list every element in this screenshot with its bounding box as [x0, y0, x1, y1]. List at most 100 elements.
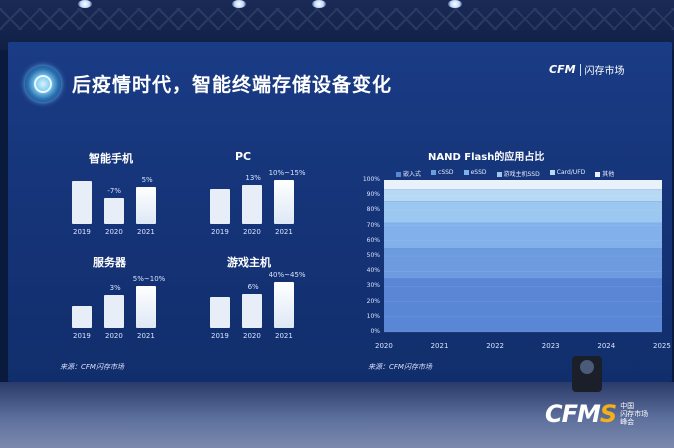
y-tick-label: 20% — [366, 297, 380, 305]
legend-swatch — [549, 170, 555, 175]
area-series — [384, 189, 662, 202]
area-series — [384, 278, 662, 332]
panel-bar — [136, 286, 156, 328]
bar-year-label: 2021 — [137, 332, 155, 340]
panel-bar — [210, 297, 230, 328]
area-series — [384, 248, 662, 279]
legend-swatch — [463, 170, 469, 175]
bar-value-label: 6% — [247, 283, 259, 291]
y-tick-label: 70% — [366, 221, 380, 229]
chart-title: NAND Flash的应用占比 — [428, 152, 545, 163]
stage-projector-icon — [572, 356, 602, 392]
panel-bar — [242, 294, 262, 328]
x-tick-label: 2020 — [375, 342, 393, 350]
legend-item: eSSD — [463, 169, 487, 178]
y-tick-label: 90% — [366, 191, 380, 199]
brand-header: CFM 闪存市场 — [549, 62, 625, 77]
legend-label: Card/UFD — [556, 169, 586, 176]
y-tick-label: 50% — [366, 252, 380, 259]
bar-year-label: 2019 — [73, 332, 91, 340]
x-tick-label: 2023 — [541, 342, 560, 350]
legend-label: 其他 — [602, 171, 615, 178]
panel-title: 游戏主机 — [227, 256, 271, 269]
brand-divider — [579, 63, 581, 76]
legend-item: 嵌入式 — [396, 169, 421, 178]
area-series — [384, 222, 662, 249]
panel-bar — [72, 181, 92, 224]
legend-item: cSSD — [431, 169, 454, 178]
legend-label: 游戏主机SSD — [503, 171, 540, 178]
panel-bar — [136, 187, 156, 224]
panel-bar — [104, 295, 124, 328]
footer-brand: CFMS 中国 闪存市场 峰会 — [545, 400, 648, 428]
bar-year-label: 2020 — [243, 332, 261, 340]
panel-title: 智能手机 — [89, 152, 133, 165]
stage-light — [78, 0, 92, 8]
title-bar: 后疫情时代，智能终端存储设备变化 — [8, 42, 672, 112]
panel-bar — [210, 189, 230, 224]
bar-value-label: 3% — [109, 284, 121, 292]
globe-logo-icon — [25, 66, 61, 102]
area-series — [384, 201, 662, 223]
panel-title: PC — [235, 150, 252, 163]
brand-flash: 闪存市场 — [584, 66, 625, 77]
stage-light — [232, 0, 246, 8]
stage-truss-area — [0, 0, 674, 50]
legend-swatch — [431, 170, 437, 175]
panel-bar — [104, 198, 124, 224]
legend-swatch — [496, 172, 502, 177]
footer-brand-text: 中国 闪存市场 峰会 — [620, 402, 649, 426]
y-tick-label: 30% — [366, 282, 380, 290]
y-tick-label: 0% — [370, 328, 380, 335]
bar-year-label: 2019 — [211, 332, 229, 340]
legend-item: Card/UFD — [549, 169, 586, 178]
source-note-right: 来源：CFM闪存市场 — [368, 363, 432, 371]
bar-value-label: 10%~15% — [268, 169, 306, 177]
bar-year-label: 2021 — [137, 228, 155, 236]
bar-year-label: 2020 — [105, 332, 123, 340]
bar-value-label: 13% — [245, 174, 261, 182]
legend-item: 游戏主机SSD — [496, 169, 540, 178]
bar-value-label: 40%~45% — [268, 271, 306, 279]
y-tick-label: 80% — [366, 206, 380, 214]
bar-value-label: -7% — [107, 187, 122, 195]
bar-year-label: 2021 — [275, 228, 293, 236]
y-tick-label: 100% — [362, 176, 380, 183]
legend-label: 嵌入式 — [403, 171, 422, 178]
stage-floor — [0, 382, 674, 448]
area-chart — [384, 180, 662, 333]
bar-year-label: 2021 — [275, 332, 293, 340]
x-tick-label: 2022 — [486, 342, 505, 350]
truss — [0, 8, 674, 30]
slide-title: 后疫情时代，智能终端存储设备变化 — [72, 74, 393, 96]
chart-legend: 嵌入式 cSSD eSSD 游戏主机SSD Card/UFD 其他 — [396, 169, 614, 178]
x-tick-label: 2024 — [597, 342, 616, 350]
legend-label: cSSD — [438, 169, 454, 176]
y-tick-label: 60% — [366, 236, 380, 244]
bar-year-label: 2019 — [211, 228, 229, 236]
panel-title: 服务器 — [93, 256, 126, 269]
bar-value-label: 5% — [141, 176, 153, 184]
legend-label: eSSD — [470, 169, 487, 176]
bar-year-label: 2020 — [243, 228, 261, 236]
footer-logo-cfm: CFMS — [545, 400, 617, 428]
x-tick-label: 2021 — [430, 342, 449, 350]
panel-bar — [274, 180, 294, 224]
bar-value-label: 5%~10% — [132, 275, 166, 283]
bar-year-label: 2020 — [105, 228, 123, 236]
stage-light — [312, 0, 326, 8]
y-tick-label: 10% — [366, 312, 380, 320]
source-note: 来源：CFM闪存市场 — [60, 363, 124, 371]
legend-swatch — [396, 172, 401, 177]
stage-light — [448, 0, 462, 8]
legend-swatch — [595, 172, 601, 177]
legend-item: 其他 — [595, 169, 614, 178]
panel-bar — [274, 282, 294, 328]
panel-bar — [72, 306, 92, 328]
panel-bar — [242, 185, 262, 224]
brand-short: CFM — [549, 63, 576, 76]
bar-year-label: 2019 — [73, 228, 91, 236]
area-series — [384, 180, 662, 190]
y-tick-label: 40% — [366, 267, 380, 275]
x-tick-label: 2025 — [653, 342, 671, 350]
